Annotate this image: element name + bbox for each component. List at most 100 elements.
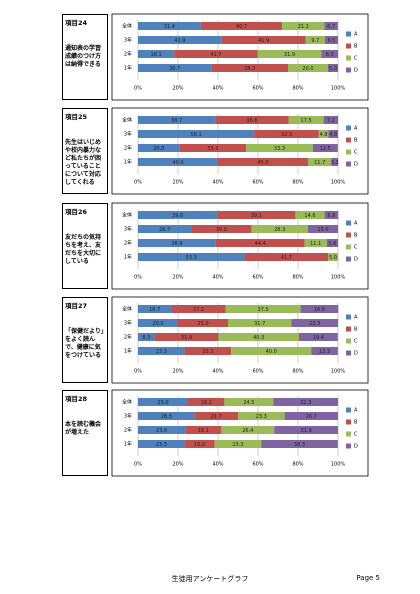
value-label: 26.7: [306, 414, 317, 420]
bar-segment: [244, 253, 328, 261]
bar-segment: [321, 50, 338, 58]
legend-label: D: [354, 257, 358, 263]
bar-segment: [138, 319, 178, 327]
value-label: 32.3: [281, 132, 292, 138]
legend-swatch: [346, 326, 351, 332]
legend-label: B: [354, 138, 358, 144]
bar-segment: [324, 211, 339, 219]
bar-segment: [138, 239, 216, 247]
value-label: 28.3: [161, 414, 172, 420]
legend-label: C: [354, 339, 358, 345]
category-label: 1年: [124, 441, 132, 448]
bar-segment: [221, 36, 306, 44]
legend-label: B: [354, 327, 358, 333]
value-label: 25.0: [157, 400, 168, 406]
legend-swatch: [346, 443, 351, 449]
x-tick-label: 20%: [172, 462, 183, 468]
x-tick-label: 40%: [212, 275, 223, 281]
x-tick-label: 40%: [212, 86, 223, 92]
x-tick-label: 80%: [292, 462, 303, 468]
bar-segment: [312, 144, 338, 152]
legend-swatch: [346, 149, 351, 155]
x-tick-label: 100%: [331, 369, 346, 375]
value-label: 58.1: [191, 132, 202, 138]
category-label: 全体: [122, 399, 132, 406]
bar-segment: [261, 440, 338, 448]
bar-segment: [331, 158, 338, 166]
footer-title: 生徒用アンケートグラフ: [171, 575, 249, 583]
legend-swatch: [346, 161, 351, 167]
value-label: 12.5: [320, 146, 331, 152]
question-box: 項目27 「保健だより」をよく読んで、健康に気をつけている: [62, 297, 108, 383]
bar-segment: [323, 116, 338, 124]
x-tick-label: 100%: [331, 86, 346, 92]
value-label: 5.0: [329, 66, 337, 72]
legend-swatch: [346, 55, 351, 61]
bar-segment: [138, 211, 218, 219]
value-label: 31.9: [284, 52, 295, 58]
bar-segment: [184, 347, 232, 355]
value-label: 39.6: [172, 213, 183, 219]
bar-segment: [194, 412, 238, 420]
bar-segment: [138, 412, 195, 420]
value-label: 21.1: [298, 24, 309, 30]
value-label: 41.7: [210, 52, 221, 58]
bar-segment: [218, 158, 308, 166]
bar-segment: [215, 116, 289, 124]
value-label: 33.3: [207, 146, 218, 152]
legend-swatch: [346, 314, 351, 320]
value-label: 18.8: [314, 307, 325, 313]
value-label: 23.3: [156, 442, 167, 448]
x-tick-label: 40%: [212, 180, 223, 186]
value-label: 23.3: [202, 349, 213, 355]
question-box: 項目26 友だちの気持ちを考え、友だちを大切にしている: [62, 203, 108, 289]
x-tick-label: 20%: [172, 86, 183, 92]
value-label: 3.3: [331, 160, 339, 166]
bar-segment: [138, 225, 192, 233]
bar-segment: [185, 426, 222, 434]
category-label: 1年: [124, 348, 132, 355]
value-label: 28.3: [274, 227, 285, 233]
x-tick-label: 0%: [134, 180, 142, 186]
x-tick-label: 0%: [134, 86, 142, 92]
category-label: 2年: [124, 240, 132, 247]
value-label: 8.3: [326, 52, 334, 58]
legend-swatch: [346, 31, 351, 37]
bar-segment: [138, 36, 222, 44]
bar-segment: [138, 398, 188, 406]
bar-segment: [288, 64, 328, 72]
bar-segment: [273, 398, 338, 406]
value-label: 37.5: [258, 307, 269, 313]
legend-label: A: [354, 126, 358, 132]
bar-segment: [324, 22, 338, 30]
value-label: 40.0: [266, 349, 277, 355]
legend-swatch: [346, 43, 351, 49]
question-text: 本を読む機会が増えた: [65, 421, 102, 436]
value-label: 5.6: [328, 241, 336, 247]
value-label: 21.7: [211, 414, 222, 420]
value-label: 36.6: [246, 118, 257, 124]
bar-segment: [138, 333, 155, 341]
value-label: 31.7: [254, 321, 265, 327]
legend-label: A: [354, 408, 358, 414]
bar-segment: [179, 144, 247, 152]
category-label: 3年: [124, 413, 132, 420]
value-label: 19.4: [313, 335, 324, 341]
legend-swatch: [346, 220, 351, 226]
value-label: 40.0: [172, 160, 183, 166]
value-label: 23.3: [256, 414, 267, 420]
value-label: 15.0: [194, 442, 205, 448]
value-label: 23.3: [156, 349, 167, 355]
bar-segment: [274, 426, 338, 434]
value-label: 53.3: [186, 255, 197, 261]
legend-swatch: [346, 137, 351, 143]
category-label: 3年: [124, 37, 132, 44]
value-label: 5.0: [329, 255, 337, 261]
bar-segment: [171, 305, 226, 313]
bar-segment: [217, 211, 296, 219]
value-label: 11.7: [314, 160, 325, 166]
value-label: 18.1: [151, 52, 162, 58]
value-label: 9.7: [311, 38, 319, 44]
category-label: 2年: [124, 334, 132, 341]
bar-segment: [282, 22, 325, 30]
